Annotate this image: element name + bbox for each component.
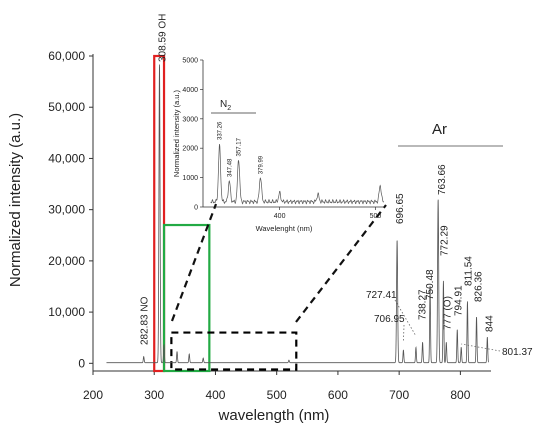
inset-x-tick-label: 400 [274,213,286,220]
inset-peak-label: 357.17 [237,137,243,156]
y-tick-label: 60,000 [48,49,85,63]
inset-y-axis-title: Normalized intensity (a.u.) [172,89,181,177]
main-axes: 200 300 400 500 600 700 800 0 10,000 20,000 30,000… [48,49,491,402]
peak-label: 282.83 NO [140,296,151,345]
peak-label: 772.29 [439,225,450,256]
y-tick-label: 10,000 [48,305,85,319]
label-leader [403,324,405,343]
x-tick-label: 300 [144,388,164,402]
inset-peak-label: 347.48 [227,158,233,177]
inset-y-tick-label: 5000 [182,58,198,65]
peak-labels: 282.83 NO 308.59 OH 696.65 763.66 772.29 750.… [140,14,533,358]
ar-group: Ar [398,121,503,147]
y-axis-title: Normalized intensity (a.u.) [7,113,24,287]
main-spectrum-line [106,64,489,364]
peak-label: 811.54 [463,256,474,286]
green-highlight-box [162,223,211,373]
n2-label: N2 [220,99,231,112]
x-axis-title: wavelength (nm) [218,407,330,424]
inset-peak-label: 337.26 [218,121,224,140]
y-tick-label: 30,000 [48,203,85,217]
inset-y-tick-label: 3000 [182,116,198,123]
x-tick-label: 500 [267,388,287,402]
peak-label: 777 (O) [442,296,453,330]
inset-y-tick-label: 0 [194,205,198,212]
peak-label: 750.48 [425,269,436,300]
highlight-boxes [153,54,298,373]
peak-label: 706.95 [374,314,405,325]
peak-label: 727.41 [366,290,397,301]
zoom-connector-lines [170,203,387,323]
inset-peak-label: 379.99 [258,155,264,174]
x-tick-label: 600 [328,388,348,402]
inset-y-tick-label: 2000 [182,146,198,153]
zoom-connector-right [295,204,387,323]
inset-x-axis-title: Wavelenght (nm) [256,224,313,233]
red-highlight-box [153,54,166,373]
inset-y-tick-label: 1000 [182,175,198,182]
peak-label: 308.59 OH [157,14,168,62]
x-tick-label: 700 [389,388,409,402]
inset-spectrum-line [210,143,385,205]
inset-y-tick-label: 4000 [182,87,198,94]
dashed-zoom-box [170,331,298,371]
y-tick-label: 40,000 [48,151,85,165]
peak-label: 844 [484,315,495,332]
peak-label: 801.37 [502,347,533,358]
y-tick-label: 50,000 [48,100,85,114]
x-tick-label: 800 [450,388,470,402]
inset-axes: 0 1000 2000 3000 4000 5000 400 500 Wavelenght (n… [172,58,385,233]
label-leader [461,343,501,352]
peak-label: 794.91 [453,285,464,316]
ar-label: Ar [432,121,447,138]
y-tick-label: 0 [78,356,85,370]
peak-label: 696.65 [395,193,406,224]
x-tick-label: 200 [83,388,103,402]
inset-background [195,57,389,213]
inset-chart: 0 1000 2000 3000 4000 5000 400 500 Wavelenght (n… [172,57,389,233]
inset-x-tick-label: 500 [370,213,382,220]
zoom-connector-left [170,203,218,322]
inset-peak-labels: 337.26 347.48 357.17 379.99 [218,121,265,177]
peak-label: 738.27 [418,289,429,320]
x-tick-label: 400 [205,388,225,402]
peak-label: 763.66 [437,164,448,195]
y-tick-label: 20,000 [48,254,85,268]
peak-label: 826.36 [474,271,485,302]
